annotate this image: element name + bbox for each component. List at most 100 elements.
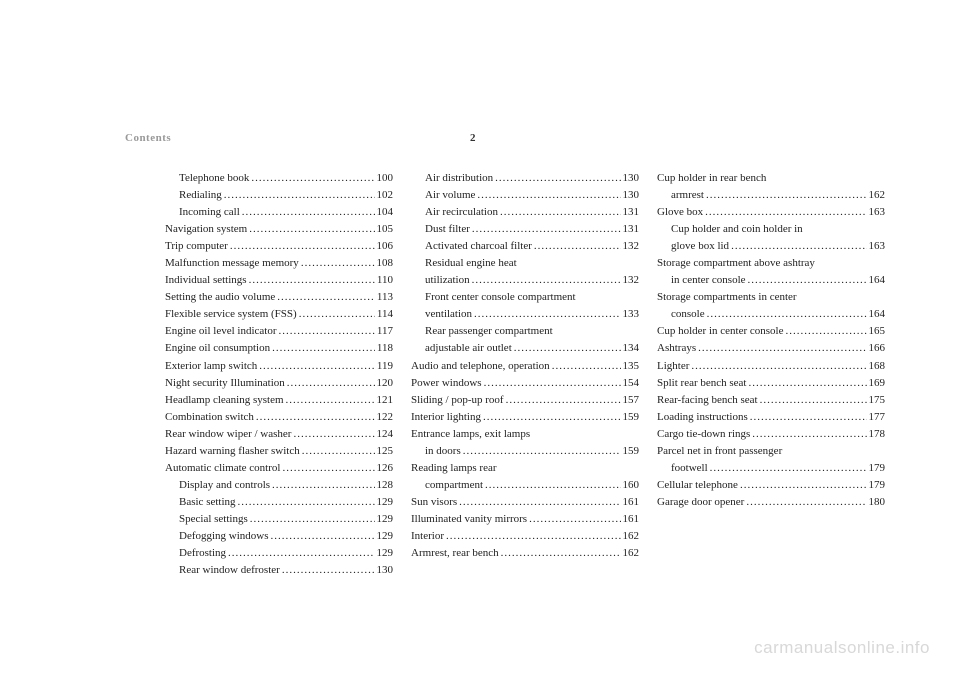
toc-entry: Activated charcoal filter 132	[411, 238, 639, 255]
toc-page-number: 117	[377, 323, 393, 340]
toc-leader-dots	[785, 323, 866, 340]
toc-leader-dots	[501, 545, 621, 562]
toc-page-number: 164	[869, 306, 886, 323]
toc-page-number: 157	[623, 392, 640, 409]
toc-label: Defogging windows	[179, 528, 269, 545]
toc-entry: Garage door opener 180	[657, 494, 885, 511]
toc-label: Telephone book	[179, 170, 249, 187]
toc-label: Navigation system	[165, 221, 247, 238]
toc-page-number: 166	[869, 340, 886, 357]
toc-leader-dots	[534, 238, 621, 255]
toc-leader-dots	[249, 221, 374, 238]
toc-page-number: 134	[623, 340, 640, 357]
toc-label: Malfunction message memory	[165, 255, 299, 272]
toc-entry: Dust filter 131	[411, 221, 639, 238]
toc-entry: Setting the audio volume 113	[165, 289, 393, 306]
toc-page-number: 130	[623, 170, 640, 187]
toc-page-number: 113	[377, 289, 393, 306]
toc-entry: Redialing 102	[165, 187, 393, 204]
toc-page-number: 154	[623, 375, 640, 392]
toc-page-number: 121	[377, 392, 394, 409]
toc-page-number: 130	[623, 187, 640, 204]
toc-page-number: 106	[377, 238, 394, 255]
toc-leader-dots	[256, 409, 375, 426]
toc-leader-dots	[228, 545, 374, 562]
toc-leader-dots	[474, 306, 620, 323]
toc-label: Individual settings	[165, 272, 247, 289]
toc-entry: Air volume 130	[411, 187, 639, 204]
toc-entry: Audio and telephone, operation 135	[411, 358, 639, 375]
toc-label: Parcel net in front passenger	[657, 443, 782, 460]
toc-leader-dots	[485, 477, 620, 494]
toc-entry: Rear window wiper / washer 124	[165, 426, 393, 443]
toc-leader-dots	[277, 289, 375, 306]
toc-entry: Power windows 154	[411, 375, 639, 392]
toc-page-number: 179	[869, 477, 886, 494]
toc-page-number: 164	[869, 272, 886, 289]
toc-label: Sliding / pop-up roof	[411, 392, 504, 409]
page-header: Contents 2	[125, 132, 865, 144]
toc-label: Air recirculation	[425, 204, 498, 221]
toc-label: glove box lid	[671, 238, 729, 255]
toc-entry: Rear passenger compartment	[411, 323, 639, 340]
toc-entry: Individual settings 110	[165, 272, 393, 289]
section-title: Contents	[125, 132, 171, 144]
toc-leader-dots	[299, 306, 375, 323]
toc-label: Lighter	[657, 358, 689, 375]
toc-page-number: 161	[623, 494, 640, 511]
toc-page-number: 132	[623, 272, 640, 289]
toc-page-number: 129	[377, 528, 394, 545]
toc-label: Air volume	[425, 187, 475, 204]
toc-page-number: 129	[377, 494, 394, 511]
toc-page-number: 165	[869, 323, 886, 340]
toc-page-number: 162	[623, 545, 640, 562]
toc-leader-dots	[302, 443, 375, 460]
toc-entry: Navigation system 105	[165, 221, 393, 238]
toc-leader-dots	[472, 221, 621, 238]
toc-entry: Air distribution 130	[411, 170, 639, 187]
toc-label: Interior lighting	[411, 409, 481, 426]
toc-page-number: 129	[377, 511, 394, 528]
toc-leader-dots	[446, 528, 621, 545]
toc-label: Engine oil consumption	[165, 340, 270, 357]
toc-entry: Air recirculation 131	[411, 204, 639, 221]
toc-label: Air distribution	[425, 170, 493, 187]
toc-entry: Hazard warning flasher switch 125	[165, 443, 393, 460]
toc-entry: Cargo tie-down rings 178	[657, 426, 885, 443]
toc-page-number: 180	[869, 494, 886, 511]
toc-leader-dots	[740, 477, 867, 494]
toc-label: Storage compartment above ashtray	[657, 255, 815, 272]
toc-entry: Flexible service system (FSS) 114	[165, 306, 393, 323]
toc-entry: armrest 162	[657, 187, 885, 204]
toc-entry: Parcel net in front passenger	[657, 443, 885, 460]
toc-leader-dots	[698, 340, 866, 357]
toc-page-number: 119	[377, 358, 393, 375]
toc-leader-dots	[301, 255, 375, 272]
toc-column: Air distribution 130Air volume 130Air re…	[411, 170, 639, 579]
toc-page-number: 163	[869, 238, 886, 255]
toc-entry: Sliding / pop-up roof 157	[411, 392, 639, 409]
toc-page-number: 129	[377, 545, 394, 562]
toc-leader-dots	[250, 511, 375, 528]
toc-page-number: 179	[869, 460, 886, 477]
toc-label: Headlamp cleaning system	[165, 392, 284, 409]
toc-entry: Entrance lamps, exit lamps	[411, 426, 639, 443]
toc-leader-dots	[251, 170, 374, 187]
toc-page-number: 114	[377, 306, 393, 323]
toc-entry: Combination switch 122	[165, 409, 393, 426]
toc-leader-dots	[282, 460, 374, 477]
toc-label: Glove box	[657, 204, 703, 221]
toc-label: Activated charcoal filter	[425, 238, 532, 255]
toc-label: Display and controls	[179, 477, 270, 494]
toc-label: Cup holder in center console	[657, 323, 783, 340]
toc-label: Ashtrays	[657, 340, 696, 357]
toc-leader-dots	[477, 187, 620, 204]
toc-leader-dots	[272, 340, 375, 357]
toc-columns: Telephone book 100Redialing 102Incoming …	[165, 170, 865, 579]
toc-leader-dots	[710, 460, 867, 477]
toc-label: Cup holder and coin holder in	[671, 221, 803, 238]
toc-page-number: 168	[869, 358, 886, 375]
toc-page-number: 130	[377, 562, 394, 579]
toc-entry: utilization 132	[411, 272, 639, 289]
toc-page-number: 159	[623, 443, 640, 460]
